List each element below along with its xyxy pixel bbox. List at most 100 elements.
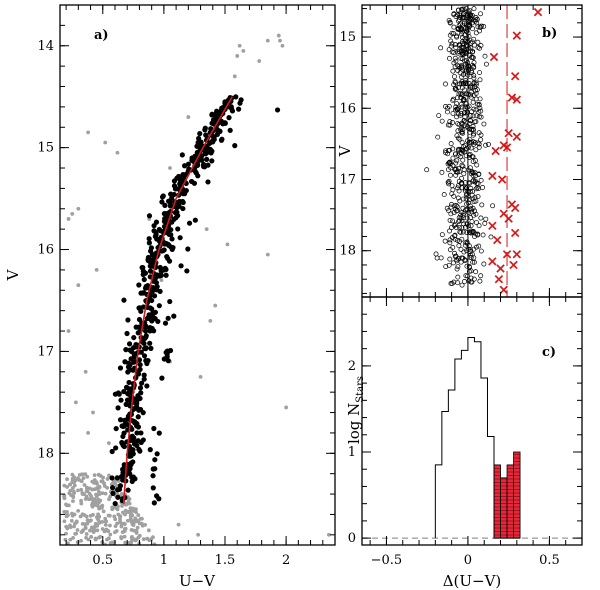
member-star-point — [147, 316, 153, 322]
cross-stroke — [496, 264, 505, 273]
field-star-point — [70, 477, 75, 482]
field-star-point — [89, 534, 94, 539]
y-tick-label: 17 — [339, 172, 356, 187]
open-circle-point — [445, 161, 451, 167]
open-circle-point — [456, 23, 462, 29]
member-star-point — [144, 383, 150, 389]
open-circle-point — [460, 157, 466, 163]
member-star-point — [135, 414, 141, 420]
field-star-point — [113, 517, 118, 522]
open-circle-point — [464, 68, 470, 74]
panel-c-ylabel: log NStars — [345, 376, 366, 444]
member-star-point — [130, 451, 136, 457]
member-star-point — [162, 320, 169, 326]
field-star-point — [232, 74, 237, 79]
cross-stroke — [512, 95, 522, 104]
member-star-point — [125, 487, 131, 493]
open-circle-point — [473, 269, 479, 275]
field-star-point — [95, 528, 100, 533]
field-star-point — [79, 472, 84, 477]
panel-b-points — [424, 6, 543, 295]
member-star-point — [128, 462, 134, 468]
member-star-point — [134, 430, 140, 436]
cross-stroke — [512, 132, 522, 141]
member-star-point — [210, 117, 217, 123]
open-circle-point — [455, 7, 461, 13]
open-circle-point — [451, 60, 457, 66]
open-circle-point — [455, 264, 461, 270]
field-star-point — [94, 492, 98, 497]
field-star-point — [107, 513, 112, 518]
field-star-point — [83, 369, 88, 374]
y-tick-label: 15 — [339, 30, 356, 45]
y-tick-label: 16 — [339, 101, 356, 116]
field-star-point — [72, 512, 77, 517]
open-circle-point — [459, 104, 465, 110]
open-circle-point — [446, 103, 452, 109]
field-star-point — [284, 405, 289, 410]
open-circle-point — [455, 128, 461, 134]
member-star-point — [151, 223, 157, 229]
open-circle-point — [468, 89, 474, 95]
open-circle-point — [460, 212, 466, 218]
open-circle-point — [483, 61, 489, 67]
member-star-point — [152, 457, 158, 463]
field-star-point — [83, 526, 88, 531]
field-star-point — [75, 540, 80, 545]
member-star-point — [137, 385, 144, 391]
open-circle-point — [469, 109, 475, 115]
y-tick-label: 17 — [37, 344, 54, 359]
cross-stroke — [510, 228, 520, 238]
member-star-point — [127, 347, 133, 353]
open-circle-point — [457, 17, 462, 23]
field-star-point — [66, 329, 71, 333]
panel-c-ticks: −0.5 0 0.5 0 1 2 — [348, 296, 583, 568]
open-circle-point — [479, 23, 484, 29]
open-circle-point — [486, 141, 491, 147]
field-star-point — [100, 491, 105, 496]
open-circle-point — [478, 215, 484, 221]
member-star-point — [171, 178, 178, 184]
open-circle-point — [474, 113, 480, 119]
open-circle-point — [442, 238, 448, 244]
member-star-point — [120, 442, 126, 448]
member-star-point — [150, 485, 156, 491]
field-star-point — [93, 536, 98, 541]
field-star-point — [112, 514, 117, 519]
open-circle-point — [475, 181, 481, 186]
open-circle-point — [464, 109, 470, 115]
member-star-point — [140, 271, 146, 278]
open-circle-point — [480, 185, 486, 190]
field-star-point — [176, 522, 181, 527]
field-star-point — [105, 537, 109, 542]
field-star-point — [97, 514, 102, 519]
open-circle-point — [460, 229, 466, 235]
field-star-point — [134, 510, 138, 515]
open-circle-point — [461, 81, 467, 87]
open-circle-point — [470, 113, 476, 119]
member-star-point — [138, 430, 144, 436]
open-circle-point — [458, 212, 464, 218]
member-star-point — [147, 447, 153, 453]
field-star-point — [71, 535, 76, 540]
open-circle-point — [462, 19, 467, 25]
red-cross-point — [488, 221, 497, 230]
open-circle-point — [456, 243, 462, 249]
member-star-point — [147, 305, 153, 311]
field-star-point — [115, 150, 120, 155]
open-circle-point — [468, 145, 474, 151]
open-circle-point — [454, 101, 460, 107]
member-star-point — [191, 180, 198, 186]
member-star-point — [158, 272, 164, 279]
field-star-point — [151, 535, 155, 540]
field-star-point — [130, 535, 134, 539]
member-star-point — [126, 453, 133, 459]
panel-c-label: c) — [542, 345, 556, 360]
open-circle-point — [468, 12, 474, 18]
member-star-point — [204, 156, 210, 162]
open-circle-point — [461, 171, 467, 177]
open-circle-point — [450, 146, 456, 152]
open-circle-point — [483, 142, 489, 148]
member-star-point — [146, 213, 153, 219]
open-circle-point — [466, 46, 472, 52]
